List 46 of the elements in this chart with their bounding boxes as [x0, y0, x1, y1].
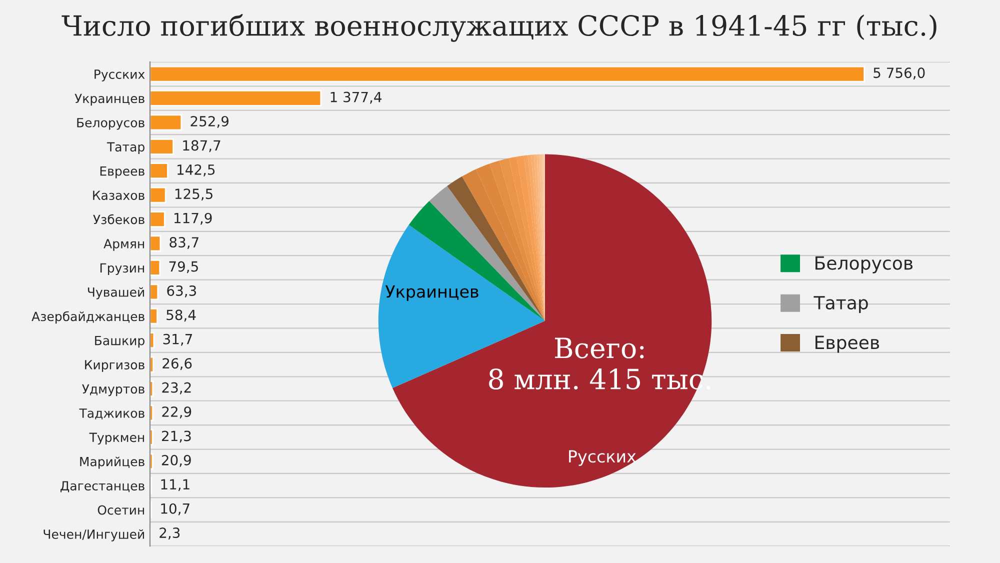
legend-label: Татар — [814, 296, 868, 314]
data-label: 117,9 — [174, 212, 212, 225]
data-label: 83,7 — [170, 237, 198, 249]
data-label: 187,7 — [183, 140, 220, 152]
data-label: 23,2 — [162, 382, 191, 394]
data-label: 2,3 — [160, 528, 180, 540]
y-tick-label: Осетин — [98, 505, 144, 515]
y-tick-label: Казахов — [93, 190, 144, 200]
y-tick-label: Евреев — [100, 166, 144, 178]
chart-title: Число погибших военнослужащих СССР в 1941-45 гг (тыс.) — [62, 14, 936, 42]
data-label: 1 377,4 — [330, 92, 382, 104]
y-tick-label: Марийцев — [80, 456, 144, 469]
y-tick-label: Украинцев — [74, 94, 144, 106]
y-tick-label: Русских — [94, 70, 145, 82]
y-tick-label: Киргизов — [85, 360, 144, 372]
data-label: 58,4 — [166, 310, 196, 322]
data-label: 26,6 — [162, 358, 192, 370]
y-tick-label: Белорусов — [77, 118, 144, 130]
legend-label: Евреев — [816, 336, 880, 353]
data-label: 20,9 — [162, 454, 191, 467]
legend-label: Белорусов — [816, 256, 913, 274]
data-label: 22,9 — [162, 406, 192, 418]
data-label: 63,3 — [167, 285, 196, 298]
y-tick-label: Туркмен — [89, 432, 144, 445]
data-label: 10,7 — [161, 503, 190, 516]
y-tick-label: Армян — [104, 239, 144, 251]
data-label: 11,1 — [161, 479, 190, 492]
y-tick-label: Таджиков — [79, 408, 144, 420]
y-tick-label: Азербайджанцев — [32, 311, 144, 324]
y-tick-label: Узбеков — [93, 214, 144, 224]
y-tick-label: Чувашей — [88, 287, 144, 300]
y-tick-label: Удмуртов — [82, 384, 144, 396]
y-tick-label: Башкир — [95, 336, 144, 348]
data-label: 142,5 — [178, 164, 215, 176]
slice-label: Русских — [569, 450, 636, 466]
data-label: 31,7 — [163, 334, 192, 346]
y-tick-label: Грузин — [100, 263, 144, 276]
data-label: 79,5 — [169, 261, 198, 274]
y-tick-label: Дагестанцев — [60, 481, 144, 492]
data-label: 252,9 — [190, 116, 228, 128]
data-label: 5 756,0 — [874, 68, 925, 80]
y-tick-label: Чечен/Ингушей — [44, 529, 144, 542]
slice-label: Украинцев — [385, 285, 478, 302]
data-label: 125,5 — [175, 188, 212, 201]
data-label: 21,3 — [162, 430, 191, 443]
y-tick-label: Татар — [106, 142, 144, 154]
